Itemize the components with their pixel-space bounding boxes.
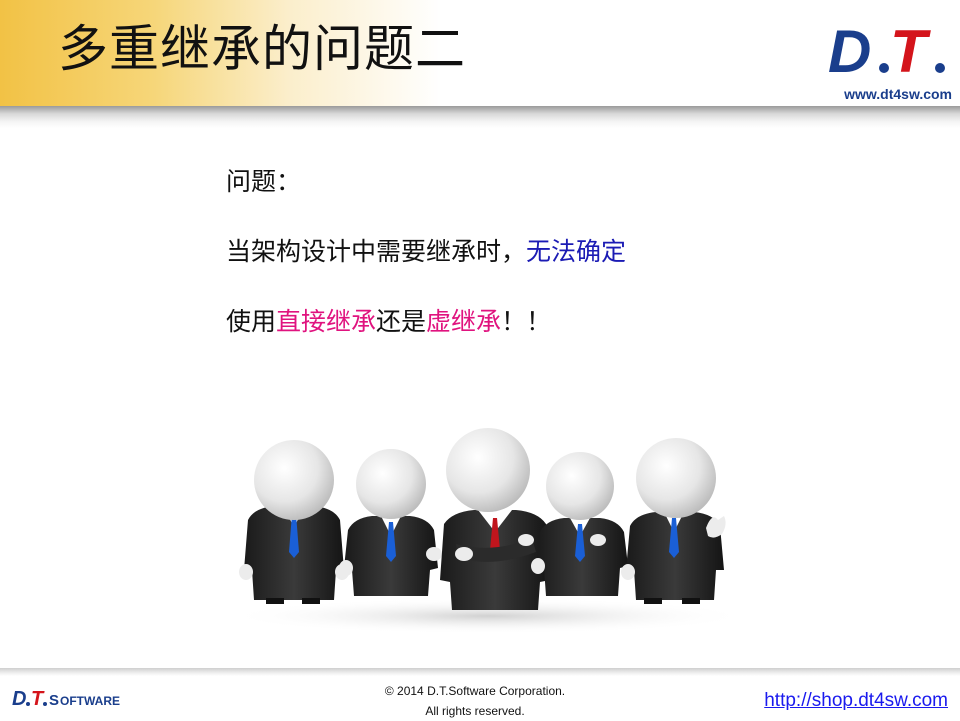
svg-text:OFTWARE: OFTWARE [60,694,120,708]
dt-software-logo-icon: D T S OFTWARE [12,688,120,710]
shop-link[interactable]: http://shop.dt4sw.com [764,690,948,711]
line2-text: 当架构设计中需要继承时， [226,237,527,266]
svg-text:T: T [31,688,45,710]
line3-highlight-a: 直接继承 [276,307,377,336]
person-figure-4 [531,452,628,596]
logo-letter-t: T [890,18,931,82]
line3-text-a: 使用 [226,307,277,336]
line2-highlight: 无法确定 [526,237,627,266]
question-line-2: 当架构设计中需要继承时，无法确定 [226,232,626,272]
line3-highlight-b: 虚继承 [426,307,502,336]
logo-url-top: www.dt4sw.com [844,86,952,102]
svg-text:D: D [12,688,26,710]
logo-letter-d: D [828,18,871,82]
person-figure-3 [440,428,550,610]
person-figure-2 [339,449,442,596]
slide-title: 多重继承的问题二 [58,20,466,78]
dt-logo-icon: D T [828,18,945,82]
copyright-line-1: © 2014 D.T.Software Corporation. [384,684,566,698]
business-people-icon [226,428,746,634]
question-line-3: 使用直接继承还是虚继承！！ [226,302,551,342]
header-band [0,0,960,112]
question-label: 问题： [226,167,302,196]
svg-text:S: S [49,692,59,709]
line3-text-b: 还是 [376,307,427,336]
person-figure-1 [239,440,349,604]
person-figure-5 [621,438,726,604]
line3-text-c: ！！ [501,307,552,336]
footer-divider [0,668,960,676]
copyright-line-2: All rights reserved. [425,704,525,718]
header-shadow [0,106,960,128]
copyright-text: © 2014 D.T.Software Corporation. All rig… [340,681,610,721]
